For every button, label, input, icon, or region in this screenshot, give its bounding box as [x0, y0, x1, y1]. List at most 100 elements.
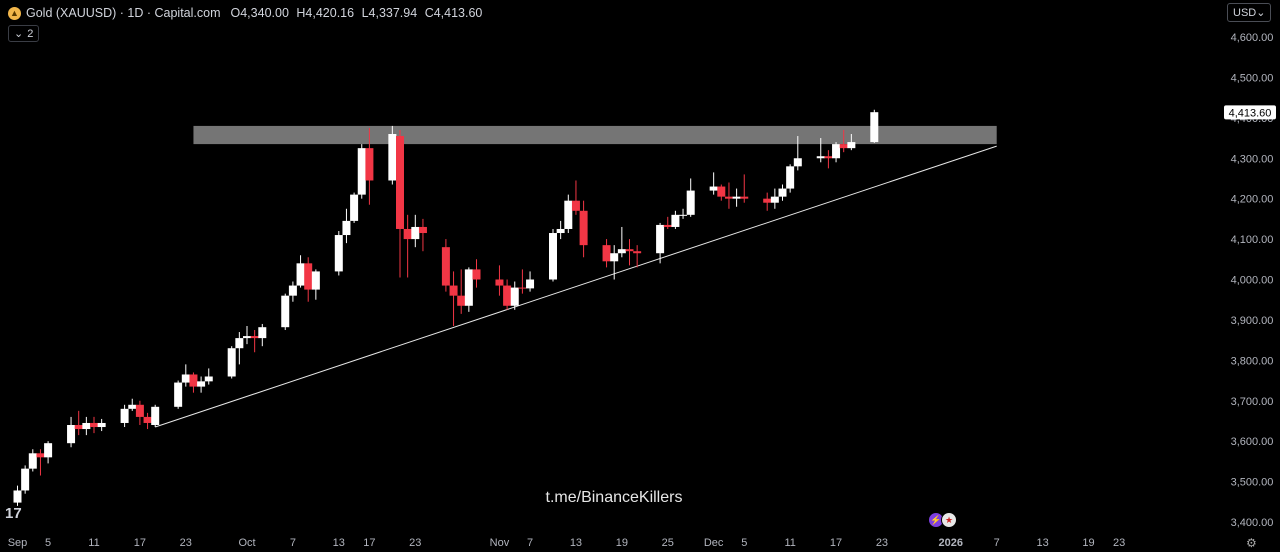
candle[interactable] — [396, 129, 404, 278]
candle[interactable] — [28, 449, 37, 472]
candle[interactable] — [824, 150, 833, 169]
candle[interactable] — [732, 188, 741, 207]
settings-gear-icon[interactable]: ⚙ — [1246, 536, 1257, 550]
candle[interactable] — [763, 192, 772, 211]
candle-body — [847, 142, 856, 149]
candle[interactable] — [549, 228, 557, 282]
candle[interactable] — [90, 416, 98, 434]
candle[interactable] — [411, 214, 420, 248]
candle[interactable] — [189, 372, 198, 393]
flash-event-icon[interactable]: ⚡ — [928, 512, 944, 528]
candle[interactable] — [296, 255, 305, 288]
candle[interactable] — [564, 194, 573, 234]
candle[interactable] — [120, 404, 129, 428]
candle[interactable] — [235, 332, 244, 365]
candle[interactable] — [671, 210, 680, 229]
candle[interactable] — [181, 364, 190, 387]
candle[interactable] — [709, 172, 718, 195]
candle[interactable] — [816, 138, 825, 163]
candle[interactable] — [174, 380, 183, 409]
candle[interactable] — [449, 271, 458, 326]
candle[interactable] — [770, 188, 779, 209]
candle[interactable] — [350, 192, 359, 223]
candle[interactable] — [197, 376, 206, 393]
candle[interactable] — [472, 259, 481, 288]
candle[interactable] — [388, 125, 397, 185]
candle[interactable] — [204, 368, 213, 385]
candle[interactable] — [847, 134, 856, 151]
candle[interactable] — [679, 208, 688, 219]
candle[interactable] — [250, 330, 259, 353]
watermark-text: t.me/BinanceKillers — [545, 489, 683, 506]
candle[interactable] — [304, 257, 313, 302]
candle[interactable] — [13, 485, 22, 506]
candle[interactable] — [571, 180, 580, 215]
candle[interactable] — [617, 226, 626, 258]
candle[interactable] — [526, 271, 535, 292]
x-tick-label: 13 — [570, 537, 582, 549]
currency-select[interactable]: USD ⌄ — [1227, 3, 1271, 22]
candle[interactable] — [495, 265, 504, 296]
candle[interactable] — [135, 400, 144, 425]
x-tick-label: 23 — [876, 537, 888, 549]
candle[interactable] — [579, 200, 588, 258]
indicators-toggle-button[interactable]: ⌄ 2 — [8, 25, 40, 42]
candle[interactable] — [633, 245, 642, 268]
candle[interactable] — [686, 178, 695, 217]
candle[interactable] — [143, 412, 152, 430]
candle[interactable] — [21, 465, 30, 494]
candle[interactable] — [418, 218, 427, 252]
candle[interactable] — [717, 184, 726, 201]
candle-body — [181, 374, 190, 383]
candle[interactable] — [610, 245, 619, 280]
candle[interactable] — [656, 222, 665, 264]
candle[interactable] — [44, 441, 53, 464]
candle[interactable] — [793, 136, 802, 171]
candle[interactable] — [602, 239, 611, 268]
candle[interactable] — [128, 398, 137, 411]
candle[interactable] — [357, 144, 366, 199]
candle[interactable] — [82, 416, 91, 436]
candle[interactable] — [288, 281, 297, 302]
x-tick-label: 7 — [994, 537, 1000, 549]
candle[interactable] — [786, 164, 795, 193]
candle[interactable] — [832, 142, 841, 163]
candle[interactable] — [740, 174, 749, 203]
us-flag-event-icon[interactable]: ★ — [941, 512, 957, 528]
candle[interactable] — [342, 208, 351, 244]
candle[interactable] — [151, 404, 160, 428]
candle[interactable] — [227, 346, 236, 379]
candle[interactable] — [778, 184, 787, 201]
candle[interactable] — [334, 231, 343, 276]
candle[interactable] — [365, 127, 374, 205]
candle[interactable] — [870, 109, 879, 143]
last-price-tag — [1224, 105, 1276, 120]
candle-body — [97, 422, 106, 428]
candle[interactable] — [518, 269, 527, 294]
candle[interactable] — [311, 269, 320, 300]
candle[interactable] — [457, 269, 466, 314]
candle[interactable] — [243, 325, 251, 345]
candle[interactable] — [625, 239, 634, 266]
candle[interactable] — [74, 410, 83, 436]
tradingview-logo[interactable]: 17 — [5, 505, 22, 522]
candle[interactable] — [281, 293, 290, 331]
candle[interactable] — [258, 323, 267, 347]
candle[interactable] — [503, 279, 512, 310]
y-tick-label: 3,600.00 — [1231, 436, 1274, 448]
candle[interactable] — [441, 239, 450, 292]
candle[interactable] — [663, 216, 672, 229]
candle[interactable] — [724, 182, 733, 209]
candle[interactable] — [36, 449, 45, 476]
candle[interactable] — [556, 220, 565, 240]
candle[interactable] — [510, 281, 519, 310]
candle[interactable] — [464, 267, 473, 312]
event-markers[interactable]: ⚡ ★ — [928, 512, 957, 528]
candle[interactable] — [67, 416, 76, 448]
close-value: 4,413.60 — [433, 6, 483, 20]
candle[interactable] — [403, 214, 412, 278]
symbol-title[interactable]: Gold (XAUUSD) · 1D · Capital.com — [26, 6, 221, 20]
candle[interactable] — [97, 418, 106, 432]
candle[interactable] — [839, 129, 848, 153]
